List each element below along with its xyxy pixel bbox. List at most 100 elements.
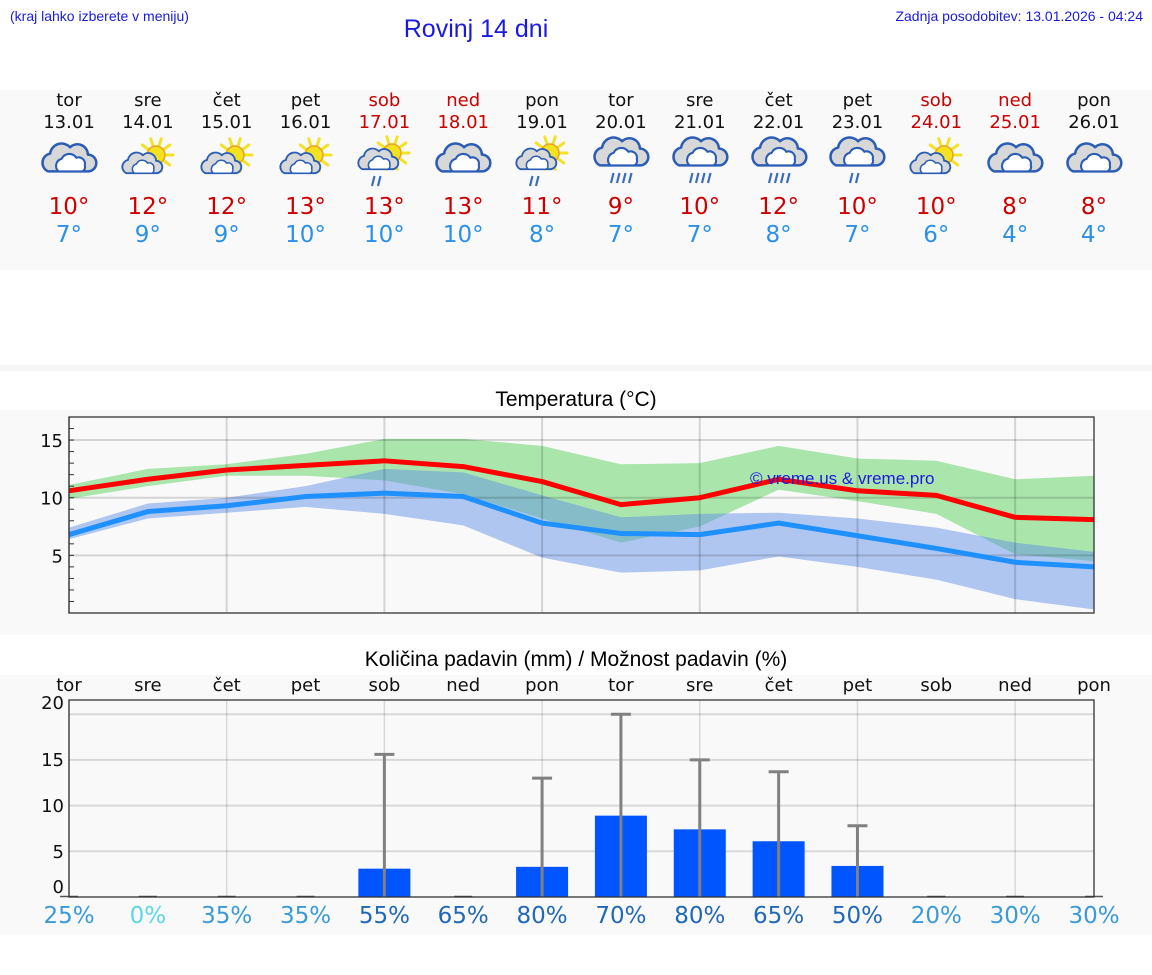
weather-icon-wrap [267,133,345,191]
day-forecast: sre 21.01 10° 7° [661,90,739,249]
day-forecast: tor 20.01 9° 7° [582,90,660,249]
day-date: 22.01 [752,112,805,133]
page-title: Rovinj 14 dni [403,15,549,43]
precip-day-label: tor [608,675,634,696]
weather-icon-wrap [582,133,660,191]
precip-day-label: pon [1077,675,1111,696]
svg-text:20: 20 [41,693,64,714]
day-name: pet [290,90,321,111]
daily-forecast-panel: tor 13.01 10° 7° sre 14.01 12° 9° čet 15.01 12°… [0,90,1152,270]
day-forecast: tor 13.01 10° 7° [30,90,108,249]
day-forecast: pet 16.01 13° 10° [267,90,345,249]
cloudy-icon [41,142,98,173]
max-temp: 10° [48,194,90,220]
precip-probability: 20% [910,903,962,929]
day-forecast: sob 24.01 10° 6° [897,90,975,249]
day-date: 21.01 [674,112,726,133]
precip-probability: 35% [279,903,332,929]
min-temp: 7° [607,222,634,248]
cloudy-icon [987,142,1044,173]
max-temp: 10° [679,194,721,220]
min-temp: 10° [442,222,484,248]
precipitation-chart-panel: 20 15 10 5 0 [0,675,1152,935]
partly-sunny-light-rain-icon [515,135,569,187]
partly-sunny-icon [200,137,254,175]
min-temp: 9° [213,222,240,248]
day-name: tor [608,90,634,111]
partly-sunny-icon [909,137,963,175]
precip-day-label: sob [920,675,953,696]
precip-probability: 30% [989,903,1041,929]
svg-text:5: 5 [52,546,63,567]
day-date: 13.01 [43,112,95,133]
precip-probability: 50% [831,903,884,929]
precip-probability: 80% [674,903,726,929]
weather-icon-wrap [818,133,896,191]
precip-day-label: čet [212,675,241,696]
day-date: 17.01 [358,112,411,133]
day-name: ned [998,90,1033,111]
partly-sunny-light-rain-icon [357,135,411,187]
min-temp: 8° [765,222,792,248]
cloudy-icon [1066,142,1123,173]
precip-day-label: ned [998,675,1033,696]
day-name: sob [368,90,401,111]
precip-probability: 80% [516,903,568,929]
weather-icon-wrap [503,133,581,191]
weather-icon-wrap [188,133,266,191]
precip-probability: 65% [753,903,805,929]
cloudy-rain-icon [750,136,808,184]
day-name: sob [920,90,953,111]
svg-text:15: 15 [41,750,64,771]
min-temp: 10° [363,222,405,248]
cloudy-rain-icon [593,136,650,184]
day-name: ned [446,90,481,111]
weather-icon-wrap [976,133,1054,191]
min-temp: 10° [285,222,326,248]
day-date: 14.01 [122,112,174,133]
max-temp-range-band [69,438,1094,562]
precip-day-label: pet [842,675,873,696]
min-temp: 8° [528,222,556,248]
day-forecast: pon 26.01 8° 4° [1055,90,1133,249]
max-temp: 13° [363,194,405,220]
location-hint: (kraj lahko izberete v meniju) [10,8,189,24]
day-forecast: čet 15.01 12° 9° [188,90,266,249]
day-name: tor [56,90,82,111]
max-temp: 9° [607,194,634,220]
day-name: sre [134,90,162,111]
precip-day-label: sre [686,675,714,696]
precip-day-label: pon [525,675,559,696]
day-date: 16.01 [279,112,332,133]
day-forecast: sob 17.01 13° 10° [345,90,423,249]
svg-text:0: 0 [53,877,64,898]
cloudy-icon [435,142,492,173]
day-date: 19.01 [516,112,568,133]
svg-text:10: 10 [41,796,64,817]
max-temp: 10° [915,194,957,220]
precip-day-label: pet [290,675,321,696]
min-temp-range-band [69,468,1094,610]
precip-day-label: sob [368,675,401,696]
precip-day-label: sre [134,675,162,696]
max-temp: 8° [1080,194,1108,220]
svg-text:5: 5 [53,842,64,863]
precip-day-label: tor [56,675,82,696]
precip-day-label: čet [764,675,793,696]
min-temp: 4° [1080,222,1108,248]
day-date: 26.01 [1068,112,1120,133]
svg-text:10: 10 [40,489,63,510]
day-date: 25.01 [989,112,1041,133]
weather-icon-wrap [30,133,108,191]
max-temp: 12° [758,194,799,220]
day-name: čet [212,90,241,111]
temperature-chart-title: Temperatura (°C) [495,388,657,411]
precipitation-chart-title: Količina padavin (mm) / Možnost padavin … [364,648,788,671]
cloudy-rain-icon [672,136,729,184]
day-forecast: ned 18.01 13° 10° [424,90,502,249]
precip-probability: 70% [595,903,647,929]
weather-icon-wrap [1055,133,1133,191]
svg-text:15: 15 [40,431,63,452]
day-forecast: čet 22.01 12° 8° [740,90,818,249]
day-forecast: pet 23.01 10° 7° [818,90,896,249]
